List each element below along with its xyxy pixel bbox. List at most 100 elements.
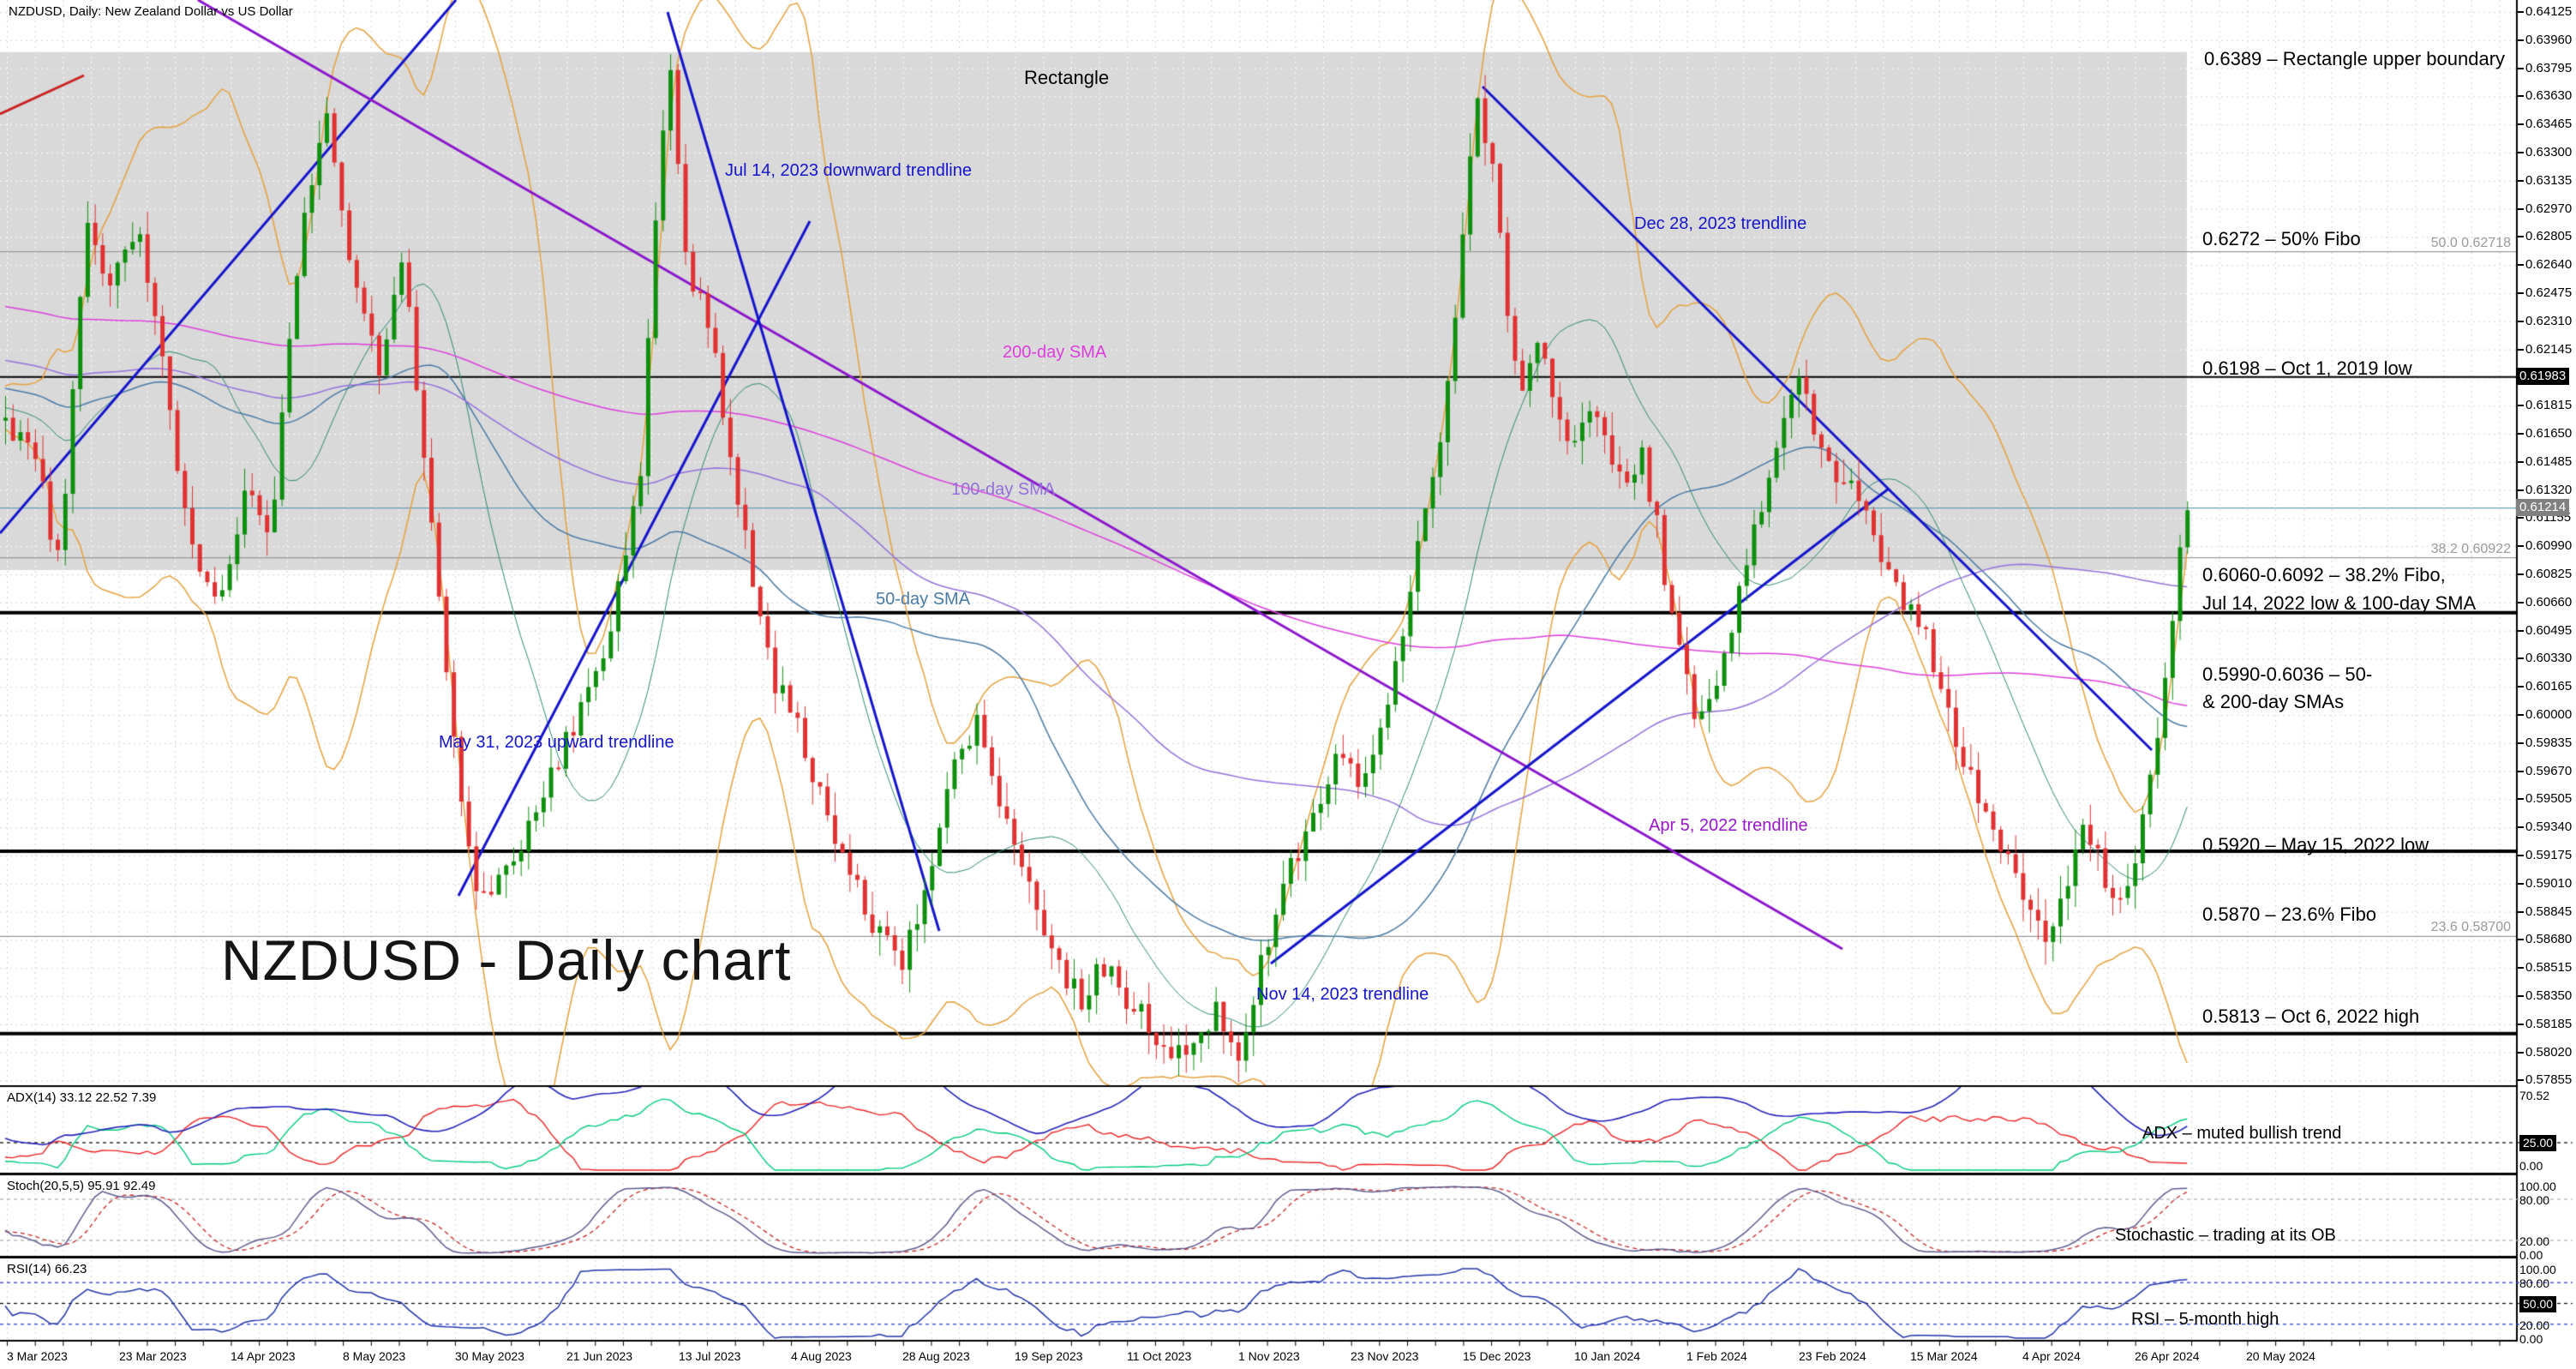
tick-mark — [2518, 95, 2524, 98]
price-tick-0.63300: 0.63300 — [2518, 145, 2572, 159]
price-tick-0.62805: 0.62805 — [2518, 229, 2572, 243]
tick-mark — [2518, 686, 2524, 688]
tick-mark — [2518, 1023, 2524, 1025]
tick-mark — [2518, 207, 2524, 210]
price-tick-0.61650: 0.61650 — [2518, 426, 2572, 441]
tick-mark — [2518, 236, 2524, 238]
tick-mark — [2518, 292, 2524, 295]
annotation-stochastic: Stochastic – trading at its OB — [2115, 1226, 2336, 1245]
price-tick-0.58845: 0.58845 — [2518, 904, 2572, 919]
current-price-box: 0.61214 — [2516, 498, 2570, 516]
price-tick-0.59175: 0.59175 — [2518, 848, 2572, 862]
price-tick-0.62640: 0.62640 — [2518, 257, 2572, 272]
price-tick-0.63465: 0.63465 — [2518, 117, 2572, 131]
price-tick-0.59340: 0.59340 — [2518, 820, 2572, 834]
price-tick-0.58515: 0.58515 — [2518, 960, 2572, 975]
tick-mark — [2518, 629, 2524, 632]
tick-mark — [2518, 264, 2524, 267]
tick-mark — [2518, 910, 2524, 913]
adx-axis-25.00: 25.00 — [2519, 1135, 2557, 1151]
price-tick-0.61815: 0.61815 — [2518, 398, 2572, 412]
date-label-17: 15 Mar 2024 — [1910, 1349, 1978, 1363]
tick-mark — [2518, 742, 2524, 744]
date-label-2: 14 Apr 2023 — [231, 1349, 296, 1363]
price-tick-0.63135: 0.63135 — [2518, 173, 2572, 188]
price-tick-0.60495: 0.60495 — [2518, 623, 2572, 638]
price-tick-0.61320: 0.61320 — [2518, 483, 2572, 497]
watermark-title: NZDUSD - Daily chart — [221, 928, 792, 992]
annotation-nov14-trendline: Nov 14, 2023 trendline — [1256, 985, 1429, 1004]
annotation-50-200-sma-1: 0.5990-0.6036 – 50- — [2202, 663, 2373, 685]
date-label-9: 19 Sep 2023 — [1015, 1349, 1083, 1363]
tick-mark — [2518, 179, 2524, 182]
rsi-label: RSI(14) 66.23 — [7, 1262, 87, 1276]
annotation-50-200-sma-2: & 200-day SMAs — [2202, 691, 2345, 712]
rsi-axis-20.00: 20.00 — [2519, 1318, 2550, 1332]
price-tick-0.60825: 0.60825 — [2518, 567, 2572, 581]
adx-axis-0.00: 0.00 — [2519, 1159, 2543, 1173]
stoch-axis-80.00: 80.00 — [2519, 1193, 2550, 1207]
date-label-3: 8 May 2023 — [343, 1349, 406, 1363]
tick-mark — [2518, 152, 2524, 154]
date-label-14: 10 Jan 2024 — [1574, 1349, 1641, 1363]
price-tick-0.61485: 0.61485 — [2518, 454, 2572, 469]
date-label-6: 13 Jul 2023 — [679, 1349, 741, 1363]
annotation-rsi: RSI – 5-month high — [2131, 1310, 2279, 1329]
annotation-jul14-trendline: Jul 14, 2023 downward trendline — [725, 161, 972, 180]
price-tick-0.58185: 0.58185 — [2518, 1017, 2572, 1031]
tick-mark — [2518, 1079, 2524, 1082]
annotation-236-fibo: 0.5870 – 23.6% Fibo — [2202, 904, 2377, 925]
fibo-label-38.2: 38.2 0.60922 — [2430, 541, 2511, 556]
date-label-15: 1 Feb 2024 — [1686, 1349, 1747, 1363]
price-tick-0.58350: 0.58350 — [2518, 988, 2572, 1003]
price-tick-0.62145: 0.62145 — [2518, 342, 2572, 357]
rsi-axis-50.00: 50.00 — [2519, 1296, 2557, 1312]
price-tick-0.60165: 0.60165 — [2518, 679, 2572, 694]
date-label-19: 26 Apr 2024 — [2135, 1349, 2200, 1363]
price-tick-0.58680: 0.58680 — [2518, 932, 2572, 946]
tick-mark — [2518, 460, 2524, 463]
tick-mark — [2518, 405, 2524, 407]
tick-mark — [2518, 995, 2524, 998]
tick-mark — [2518, 1051, 2524, 1054]
adx-label: ADX(14) 33.12 22.52 7.39 — [7, 1090, 157, 1105]
date-label-4: 30 May 2023 — [455, 1349, 524, 1363]
annotation-oct6-high: 0.5813 – Oct 6, 2022 high — [2202, 1006, 2420, 1027]
annotation-may31-trendline: May 31, 2023 upward trendline — [439, 733, 674, 752]
tick-mark — [2518, 601, 2524, 603]
tick-mark — [2518, 489, 2524, 491]
annotation-382-fibo-2: Jul 14, 2022 low & 100-day SMA — [2202, 592, 2477, 614]
price-tick-0.59835: 0.59835 — [2518, 736, 2572, 750]
annotation-dec28-trendline: Dec 28, 2023 trendline — [1634, 214, 1807, 233]
annotation-oct1-low: 0.6198 – Oct 1, 2019 low — [2202, 357, 2412, 379]
fibo-label-50.0: 50.0 0.62718 — [2430, 235, 2511, 250]
price-tick-0.60330: 0.60330 — [2518, 651, 2572, 665]
tick-mark — [2518, 348, 2524, 351]
tick-mark — [2518, 67, 2524, 69]
tick-mark — [2518, 770, 2524, 772]
tick-mark — [2518, 967, 2524, 970]
price-tick-0.59010: 0.59010 — [2518, 876, 2572, 891]
stoch-axis-0.00: 0.00 — [2519, 1248, 2543, 1262]
annotation-100-sma: 100-day SMA — [951, 480, 1056, 499]
tick-mark — [2518, 657, 2524, 660]
chart-title: NZDUSD, Daily: New Zealand Dollar vs US … — [9, 4, 293, 19]
tick-mark — [2518, 939, 2524, 941]
date-label-12: 23 Nov 2023 — [1351, 1349, 1419, 1363]
price-tick-0.64125: 0.64125 — [2518, 4, 2572, 19]
tick-mark — [2518, 39, 2524, 41]
date-label-0: 3 Mar 2023 — [7, 1349, 68, 1363]
price-tick-0.63630: 0.63630 — [2518, 88, 2572, 103]
price-tick-0.62475: 0.62475 — [2518, 285, 2572, 300]
price-tick-0.60000: 0.60000 — [2518, 707, 2572, 722]
date-label-10: 11 Oct 2023 — [1127, 1349, 1192, 1363]
annotation-200-sma: 200-day SMA — [1003, 343, 1107, 362]
rsi-axis-100.00: 100.00 — [2519, 1263, 2556, 1276]
marked-price-box: 0.61983 — [2516, 367, 2570, 385]
price-tick-0.59505: 0.59505 — [2518, 791, 2572, 806]
stoch-label: Stoch(20,5,5) 95.91 92.49 — [7, 1179, 156, 1193]
rsi-axis-80.00: 80.00 — [2519, 1276, 2550, 1290]
adx-axis-70.52: 70.52 — [2519, 1089, 2550, 1102]
fibo-label-23.6: 23.6 0.58700 — [2430, 920, 2511, 935]
